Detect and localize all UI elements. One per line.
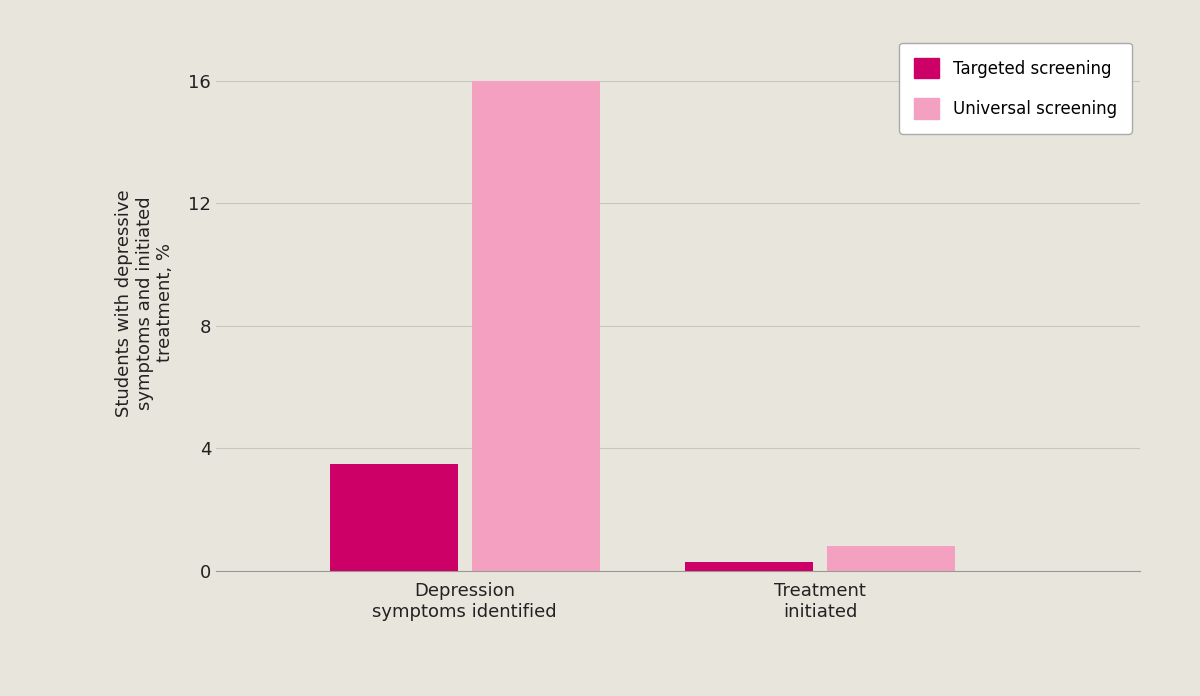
- Y-axis label: Students with depressive
symptoms and initiated
treatment, %: Students with depressive symptoms and in…: [115, 189, 174, 417]
- Bar: [330, 464, 457, 571]
- Bar: [827, 546, 955, 571]
- Bar: [472, 81, 600, 571]
- Legend: Targeted screening, Universal screening: Targeted screening, Universal screening: [899, 43, 1132, 134]
- Bar: [685, 562, 814, 571]
